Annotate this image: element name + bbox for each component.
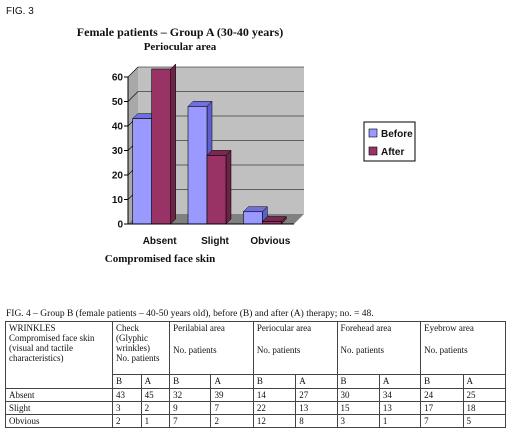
after-column-header: A bbox=[210, 374, 254, 389]
table-cell: 45 bbox=[140, 388, 171, 402]
table-cell: 1 bbox=[140, 414, 171, 428]
after-column-header: A bbox=[378, 374, 422, 389]
table-cell: 15 bbox=[336, 401, 380, 415]
y-tick-label: 60 bbox=[112, 73, 124, 84]
bar-side bbox=[170, 63, 176, 225]
table-cell: 14 bbox=[252, 388, 297, 402]
table-cell: 5 bbox=[462, 414, 507, 428]
table-cell: 7 bbox=[210, 401, 254, 415]
bar-after-absent bbox=[151, 68, 171, 225]
area-name: Perilabial area bbox=[173, 323, 225, 333]
table-row: Slight 3 2 9 7 22 13 15 13 17 18 bbox=[5, 401, 507, 415]
y-tick-label: 10 bbox=[112, 195, 124, 206]
bar-before-absent bbox=[132, 118, 152, 225]
area-header-cell: Perilabial area No. patients bbox=[169, 321, 254, 375]
table-cell: 27 bbox=[295, 388, 338, 402]
table-cell: 24 bbox=[420, 388, 464, 402]
area-name: Check (Glyphic wrinkles) bbox=[115, 323, 150, 353]
plot-area: 0 10 20 30 40 50 60 Absent Slight Obvious bbox=[112, 63, 304, 247]
before-column-header: B bbox=[420, 374, 464, 389]
area-subheader: No. patients bbox=[340, 345, 385, 355]
patients-table: WRINKLES Compromised face skin (visual a… bbox=[5, 321, 507, 428]
y-tick-label: 50 bbox=[112, 97, 124, 108]
chart-subtitle: Periocular area bbox=[144, 41, 217, 53]
table-cell: 2 bbox=[140, 401, 171, 415]
bar-side bbox=[225, 149, 232, 225]
area-header-cell: Check (Glyphic wrinkles) No. patients bbox=[111, 321, 171, 375]
table-cell: 7 bbox=[169, 414, 212, 428]
area-header-cell: Periocular area No. patients bbox=[252, 321, 338, 375]
table-cell: 34 bbox=[378, 388, 422, 402]
table-cell: 22 bbox=[252, 401, 297, 415]
gridline-side bbox=[127, 66, 139, 78]
table-cell: 12 bbox=[252, 414, 297, 428]
table-row: Obvious 2 1 7 2 12 8 3 1 7 5 bbox=[5, 414, 507, 428]
legend-swatch-after bbox=[368, 146, 378, 156]
table-cell: 3 bbox=[336, 414, 380, 428]
table-cell: 13 bbox=[378, 401, 422, 415]
row-label: Slight bbox=[5, 401, 113, 415]
table-cell: 32 bbox=[169, 388, 212, 402]
area-header-cell: Forehead area No. patients bbox=[336, 321, 422, 375]
before-column-header: B bbox=[169, 374, 212, 389]
wrinkles-header-cell: WRINKLES Compromised face skin (visual a… bbox=[5, 321, 113, 389]
x-axis-label: Compromised face skin bbox=[105, 253, 215, 265]
area-subheader: No. patients bbox=[424, 345, 468, 355]
area-subheader: No. patients bbox=[173, 345, 217, 355]
bar-before-slight bbox=[187, 106, 208, 225]
wrinkles-header: WRINKLES bbox=[9, 323, 56, 333]
table-cell: 13 bbox=[295, 401, 338, 415]
figure-3-label: FIG. 3 bbox=[6, 6, 34, 17]
bar-after-slight bbox=[206, 155, 227, 225]
before-column-header: B bbox=[111, 374, 142, 389]
table-cell: 43 bbox=[111, 388, 142, 402]
table-cell: 9 bbox=[169, 401, 212, 415]
table-row: Absent 43 45 32 39 14 27 30 34 24 25 bbox=[5, 388, 507, 402]
chart-legend: Before After bbox=[363, 121, 416, 162]
row-label: Obvious bbox=[5, 414, 113, 428]
table-cell: 18 bbox=[462, 401, 507, 415]
table-cell: 2 bbox=[111, 414, 142, 428]
figure-4-caption: FIG. 4 – Group B (female patients – 40-5… bbox=[6, 309, 374, 319]
y-tick-label: 0 bbox=[117, 220, 123, 231]
area-name: Eyebrow area bbox=[424, 323, 474, 333]
legend-label-after: After bbox=[381, 147, 404, 158]
after-column-header: A bbox=[295, 374, 338, 389]
before-column-header: B bbox=[252, 374, 297, 389]
x-tick-label: Slight bbox=[201, 236, 229, 247]
area-header-cell: Eyebrow area No. patients bbox=[420, 321, 506, 375]
table-cell: 3 bbox=[111, 401, 142, 415]
legend-label-before: Before bbox=[381, 129, 413, 140]
table-cell: 8 bbox=[295, 414, 338, 428]
area-name: Periocular area bbox=[256, 323, 312, 333]
table-cell: 25 bbox=[462, 388, 507, 402]
bar-before-obvious bbox=[243, 211, 263, 225]
table-cell: 7 bbox=[420, 414, 464, 428]
wrinkles-description: Compromised face skin (visual and tactil… bbox=[9, 333, 95, 363]
y-tick-label: 40 bbox=[112, 122, 124, 133]
chart-title: Female patients – Group A (30-40 years) bbox=[77, 25, 283, 39]
table-cell: 39 bbox=[210, 388, 254, 402]
bar-chart-3d: Female patients – Group A (30-40 years) … bbox=[77, 25, 416, 265]
table-cell: 17 bbox=[420, 401, 464, 415]
x-tick-label: Obvious bbox=[250, 236, 290, 247]
y-tick-label: 20 bbox=[112, 171, 124, 182]
area-subheader: No. patients bbox=[115, 353, 160, 363]
table-cell: 30 bbox=[336, 388, 380, 402]
row-label: Absent bbox=[5, 388, 113, 402]
table-cell: 2 bbox=[210, 414, 254, 428]
legend-swatch-before bbox=[368, 128, 378, 138]
after-column-header: A bbox=[140, 374, 171, 389]
area-subheader: No. patients bbox=[256, 345, 301, 355]
x-tick-label: Absent bbox=[143, 236, 178, 247]
area-name: Forehead area bbox=[340, 323, 392, 333]
y-tick-label: 30 bbox=[112, 146, 124, 157]
table-cell: 1 bbox=[378, 414, 422, 428]
gridline-side bbox=[127, 91, 139, 102]
after-column-header: A bbox=[462, 374, 507, 389]
before-column-header: B bbox=[336, 374, 380, 389]
